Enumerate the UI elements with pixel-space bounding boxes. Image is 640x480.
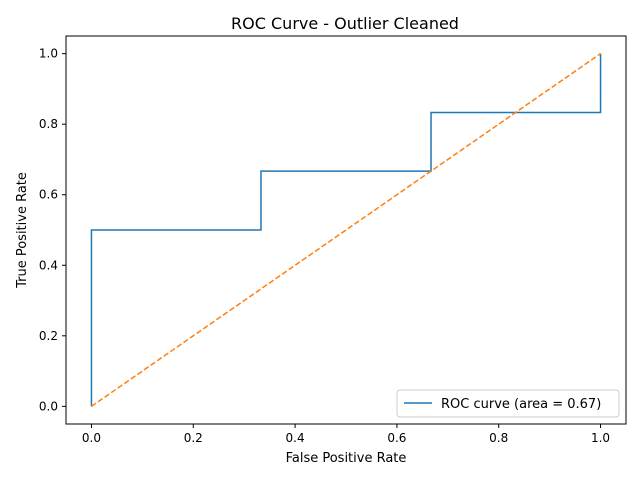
legend: ROC curve (area = 0.67) — [396, 389, 620, 418]
y-tick-label: 1.0 — [39, 47, 58, 61]
x-tick-label: 1.0 — [591, 431, 610, 445]
plot-area-frame — [65, 35, 627, 425]
y-tick-label: 0.2 — [39, 329, 58, 343]
x-tick-label: 0.8 — [489, 431, 508, 445]
x-tick-label: 0.6 — [387, 431, 406, 445]
y-tick-label: 0.0 — [39, 399, 58, 413]
y-tick-label: 0.6 — [39, 188, 58, 202]
x-axis-label: False Positive Rate — [286, 451, 407, 466]
y-axis-label: True Positive Rate — [15, 172, 30, 289]
legend-box — [396, 389, 620, 418]
chance-diagonal-line — [91, 53, 601, 407]
chart-title: ROC Curve - Outlier Cleaned — [231, 14, 459, 33]
series-layer — [90, 53, 602, 407]
x-tick-label: 0.4 — [286, 431, 305, 445]
y-tick-label: 0.8 — [39, 117, 58, 131]
x-axis-ticks: 0.0 0.2 0.4 0.6 0.8 1.0 — [82, 424, 610, 445]
x-tick-label: 0.0 — [82, 431, 101, 445]
roc-curve-line — [90, 53, 602, 407]
x-tick-label: 0.2 — [184, 431, 203, 445]
y-tick-label: 0.4 — [39, 258, 58, 272]
legend-label-roc: ROC curve (area = 0.67) — [441, 397, 601, 412]
y-axis-ticks: 0.0 0.2 0.4 0.6 0.8 1.0 — [39, 47, 66, 413]
